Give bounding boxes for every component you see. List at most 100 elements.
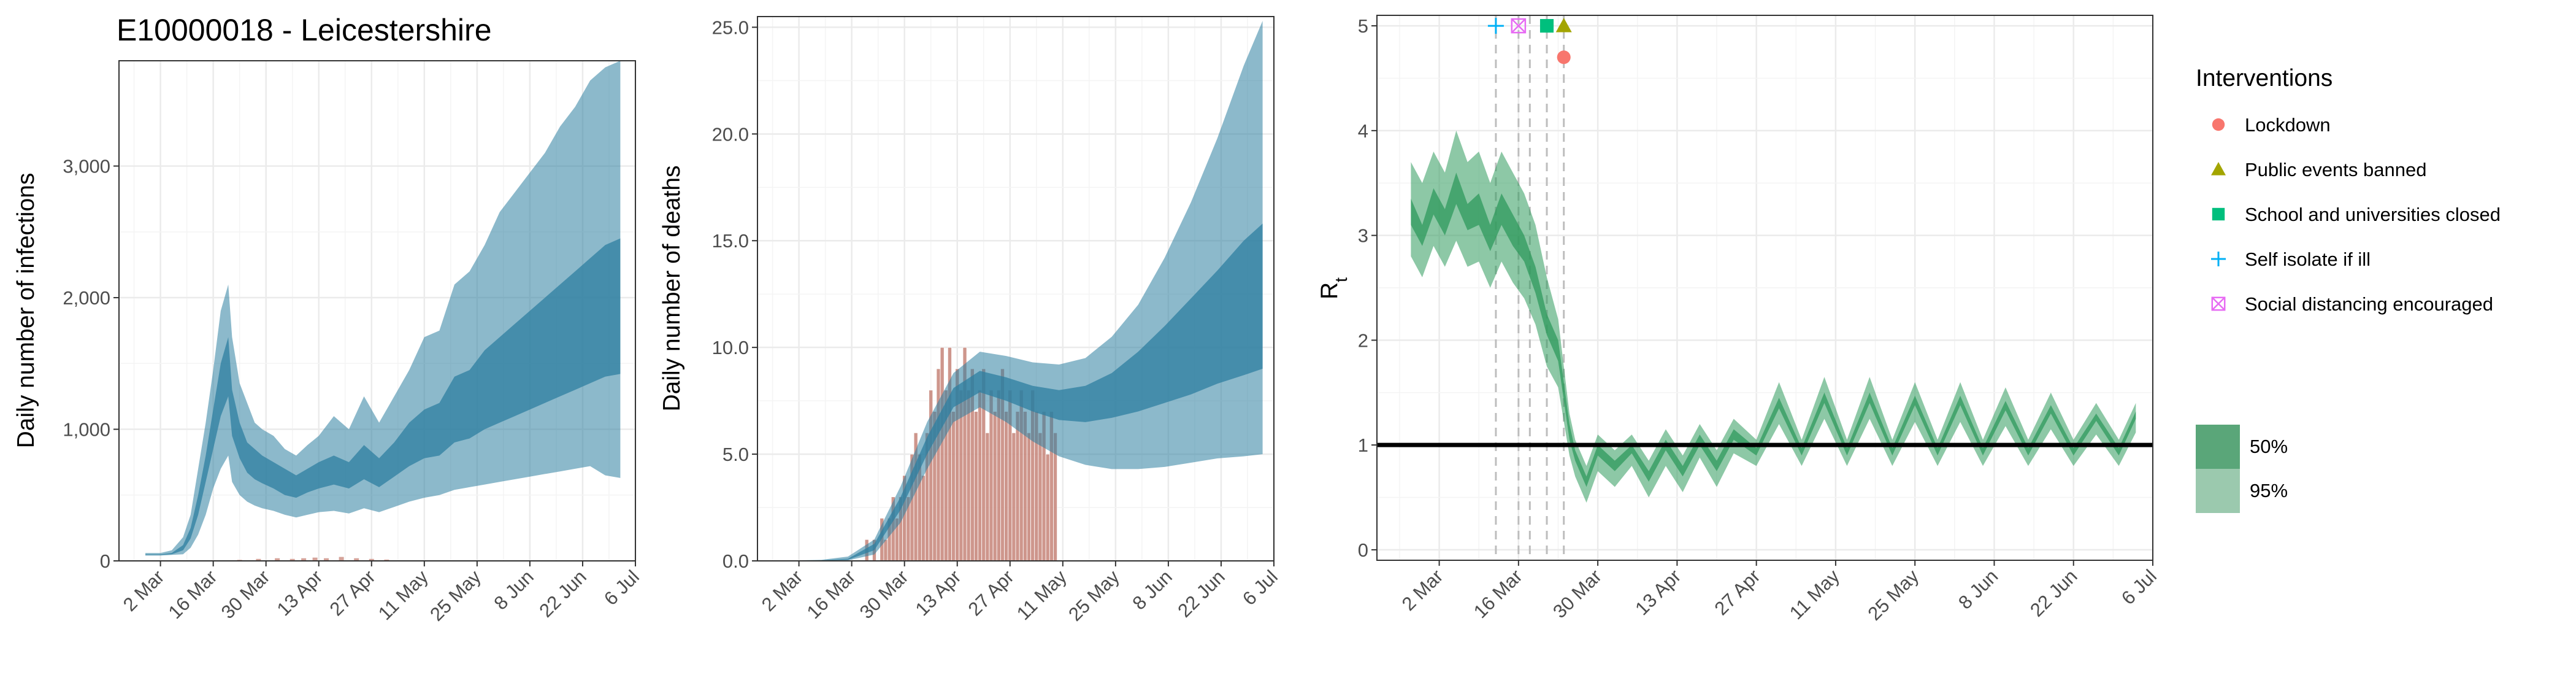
death-bar xyxy=(966,390,971,561)
triangle-icon xyxy=(2211,162,2226,176)
x-tick-label: 22 Jun xyxy=(2026,565,2082,621)
square-icon xyxy=(2212,207,2225,221)
observed-infection-bar xyxy=(301,558,307,561)
y-tick-label: 5 xyxy=(1358,15,1368,37)
plus-icon xyxy=(1487,18,1504,34)
y-tick-label: 25.0 xyxy=(712,17,749,38)
death-bar xyxy=(973,411,978,561)
rt-y-axis-title-subscript: t xyxy=(1332,277,1351,282)
x-tick-label: 6 Jul xyxy=(2117,565,2161,609)
x-tick-label: 11 May xyxy=(374,566,432,624)
observed-infection-bar xyxy=(339,557,344,561)
x-tick-label: 2 Mar xyxy=(757,566,807,615)
legend-ci-label: 95% xyxy=(2250,480,2288,501)
circle-icon xyxy=(2212,118,2225,131)
x-tick-label: 2 Mar xyxy=(119,566,169,615)
death-bar xyxy=(883,539,888,561)
y-tick-label: 1 xyxy=(1358,434,1368,456)
observed-infection-bar xyxy=(324,558,329,561)
circle-icon xyxy=(1557,50,1571,64)
x-tick-label: 8 Jun xyxy=(1128,566,1176,614)
death-bar xyxy=(978,390,983,561)
band-95 xyxy=(795,21,1263,561)
observed-infection-bar xyxy=(275,558,280,561)
x-tick-label: 22 Jun xyxy=(1173,566,1229,622)
x-tick-label: 11 May xyxy=(1785,565,1844,623)
x-tick-label: 13 Apr xyxy=(1631,565,1685,619)
y-tick-label: 0 xyxy=(1358,539,1368,561)
x-tick-label: 6 Jul xyxy=(600,566,643,609)
plus-icon xyxy=(2211,252,2226,266)
x-tick-label: 2 Mar xyxy=(1398,565,1447,615)
x-tick-label: 25 May xyxy=(1863,565,1923,625)
legend-item-label: Public events banned xyxy=(2245,159,2426,180)
y-tick-label: 4 xyxy=(1358,120,1368,142)
rt-bands xyxy=(1411,130,2136,503)
band-50 xyxy=(795,223,1263,561)
boxed-x-icon xyxy=(1511,18,1527,34)
x-tick-label: 30 Mar xyxy=(856,566,913,623)
death-bar xyxy=(1038,432,1043,561)
y-tick-label: 3,000 xyxy=(63,156,110,177)
death-bar xyxy=(992,411,997,561)
band-95 xyxy=(145,61,621,556)
deaths-y-axis-title: Daily number of deaths xyxy=(659,165,685,411)
legend-title: Interventions xyxy=(2196,65,2333,91)
infections-y-axis-title: Daily number of infections xyxy=(13,173,39,449)
x-tick-label: 22 Jun xyxy=(535,566,591,622)
y-tick-label: 2 xyxy=(1358,330,1368,351)
death-bar xyxy=(989,390,994,561)
observed-infection-bar xyxy=(369,558,374,561)
death-bar xyxy=(940,347,945,561)
triangle-icon xyxy=(1555,18,1572,33)
legend-ci-label: 50% xyxy=(2250,436,2288,457)
legend-item-label: School and universities closed xyxy=(2245,204,2501,225)
death-bar xyxy=(1015,411,1020,561)
infections-bands xyxy=(145,61,621,556)
boxed-x-icon xyxy=(2211,296,2226,311)
x-tick-label: 6 Jul xyxy=(1238,566,1282,609)
legend-item-label: Lockdown xyxy=(2245,114,2331,136)
rt-panel: 0 1 2 3 4 5 2 Mar 16 Mar 30 Mar 13 Apr 27 Apr 11 Ma… xyxy=(1316,15,2161,625)
x-tick-label: 27 Apr xyxy=(1710,565,1764,619)
legend-ci-swatch xyxy=(2196,425,2240,469)
legend-item-label: Social distancing encouraged xyxy=(2245,293,2493,315)
death-bar xyxy=(921,475,926,561)
death-bar xyxy=(985,432,990,561)
square-icon xyxy=(1539,19,1554,33)
y-tick-label: 1,000 xyxy=(63,419,110,441)
observed-infection-bar xyxy=(354,558,359,561)
x-tick-label: 30 Mar xyxy=(1549,565,1606,622)
y-tick-label: 15.0 xyxy=(712,230,749,252)
death-bar xyxy=(1011,432,1016,561)
legend-ci: 50% 95% xyxy=(2196,425,2288,513)
rt-plot-border xyxy=(1376,15,2153,561)
x-tick-label: 27 Apr xyxy=(964,566,1018,620)
y-tick-label: 10.0 xyxy=(712,337,749,358)
chart-title: E10000018 - Leicestershire xyxy=(117,13,492,47)
band-50 xyxy=(145,238,621,555)
death-bar xyxy=(1045,453,1050,561)
x-tick-label: 25 May xyxy=(1064,566,1124,625)
x-tick-label: 13 Apr xyxy=(911,566,965,620)
rt-y-axis-title: Rt xyxy=(1316,277,1351,299)
infections-plot-border xyxy=(118,60,636,561)
rt-intervention-markers xyxy=(1487,18,1572,64)
y-tick-label: 5.0 xyxy=(723,444,749,465)
death-bar xyxy=(936,368,941,561)
x-tick-label: 13 Apr xyxy=(273,566,327,620)
legend: Interventions Lockdown Public events bann… xyxy=(2196,65,2501,513)
death-bar xyxy=(1027,432,1031,561)
x-tick-label: 11 May xyxy=(1013,566,1071,624)
x-tick-label: 8 Jun xyxy=(489,566,537,614)
x-tick-label: 16 Mar xyxy=(803,566,860,623)
observed-infection-bar xyxy=(384,559,389,561)
x-tick-label: 8 Jun xyxy=(1954,565,2002,613)
death-bar xyxy=(1004,411,1009,561)
deaths-bands xyxy=(795,21,1263,561)
x-tick-label: 16 Mar xyxy=(164,566,221,623)
x-tick-label: 16 Mar xyxy=(1470,565,1527,622)
